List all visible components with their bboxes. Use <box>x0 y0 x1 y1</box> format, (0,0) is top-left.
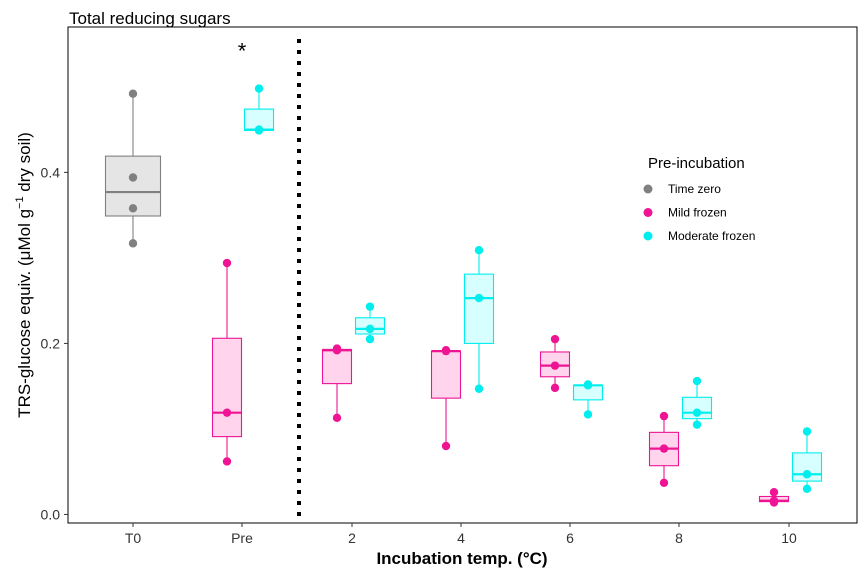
data-point-moderate <box>692 376 702 386</box>
x-tick-label: Pre <box>231 530 253 546</box>
box <box>211 337 243 438</box>
data-point-mild <box>222 258 232 268</box>
data-point-moderate <box>583 380 593 389</box>
boxplot-moderate-4 <box>463 250 495 389</box>
data-point-time_zero <box>128 204 138 213</box>
y-axis-title-main: TRS-glucose equiv. (μMol g <box>15 209 34 418</box>
data-point-time_zero <box>128 173 138 182</box>
data-point-mild <box>769 496 779 505</box>
data-point-mild <box>550 383 560 393</box>
data-point-moderate <box>254 84 264 93</box>
legend-title: Pre-incubation <box>648 155 745 172</box>
legend-key <box>643 208 653 217</box>
boxplot-mild-2 <box>321 348 353 418</box>
x-axis-title: Incubation temp. (°C) <box>376 549 547 568</box>
data-point-time_zero <box>128 89 138 98</box>
data-point-moderate <box>692 420 702 429</box>
data-point-moderate <box>474 246 484 255</box>
x-tick-label: 2 <box>348 530 356 546</box>
data-point-moderate <box>583 410 593 419</box>
data-point-moderate <box>365 324 375 334</box>
data-point-moderate <box>802 427 812 436</box>
legend: Pre-incubation Time zero Mild frozen Moder… <box>643 155 755 243</box>
legend-label: Time zero <box>668 182 721 196</box>
y-tick-label: 0.0 <box>41 506 61 522</box>
significance-marker: * <box>238 38 247 63</box>
plot-panel-border <box>67 26 858 524</box>
data-point-moderate <box>254 125 264 134</box>
data-point-mild <box>332 413 342 423</box>
legend-key <box>643 184 653 194</box>
data-point-mild <box>659 478 669 488</box>
legend-key <box>643 231 653 241</box>
box <box>463 273 495 344</box>
data-point-moderate <box>802 470 812 479</box>
data-point-mild <box>659 411 669 421</box>
data-point-mild <box>550 361 560 370</box>
legend-label: Mild frozen <box>668 206 727 220</box>
x-tick-label: 10 <box>781 530 797 546</box>
chart-title: Total reducing sugars <box>69 9 231 28</box>
data-point-moderate <box>692 408 702 417</box>
data-point-mild <box>441 346 451 355</box>
y-tick-label: 0.2 <box>41 335 61 351</box>
data-point-mild <box>441 441 451 451</box>
data-point-mild <box>332 344 342 353</box>
box <box>321 348 353 385</box>
data-point-mild <box>222 408 232 417</box>
legend-label: Moderate frozen <box>668 229 755 243</box>
data-point-moderate <box>365 334 375 344</box>
data-point-moderate <box>365 302 375 311</box>
y-tick-label: 0.4 <box>41 164 61 180</box>
data-point-mild <box>550 334 560 344</box>
boxplot-mild-Pre <box>211 263 243 462</box>
box <box>430 350 462 399</box>
y-axis-title: TRS-glucose equiv. (μMol g−1 dry soil) <box>14 132 34 418</box>
data-point-moderate <box>474 384 484 393</box>
x-tick-label: 6 <box>566 530 574 546</box>
y-axis-title-sup: −1 <box>14 196 26 209</box>
data-point-time_zero <box>128 239 138 248</box>
data-point-moderate <box>802 484 812 493</box>
x-tick-label: 8 <box>675 530 683 546</box>
data-point-mild <box>659 444 669 453</box>
data-point-moderate <box>474 293 484 303</box>
data-point-mild <box>769 488 779 497</box>
x-tick-label: 4 <box>457 530 465 546</box>
y-axis-title-tail: dry soil) <box>15 132 34 196</box>
data-point-mild <box>222 457 232 466</box>
x-tick-label: T0 <box>125 530 142 546</box>
